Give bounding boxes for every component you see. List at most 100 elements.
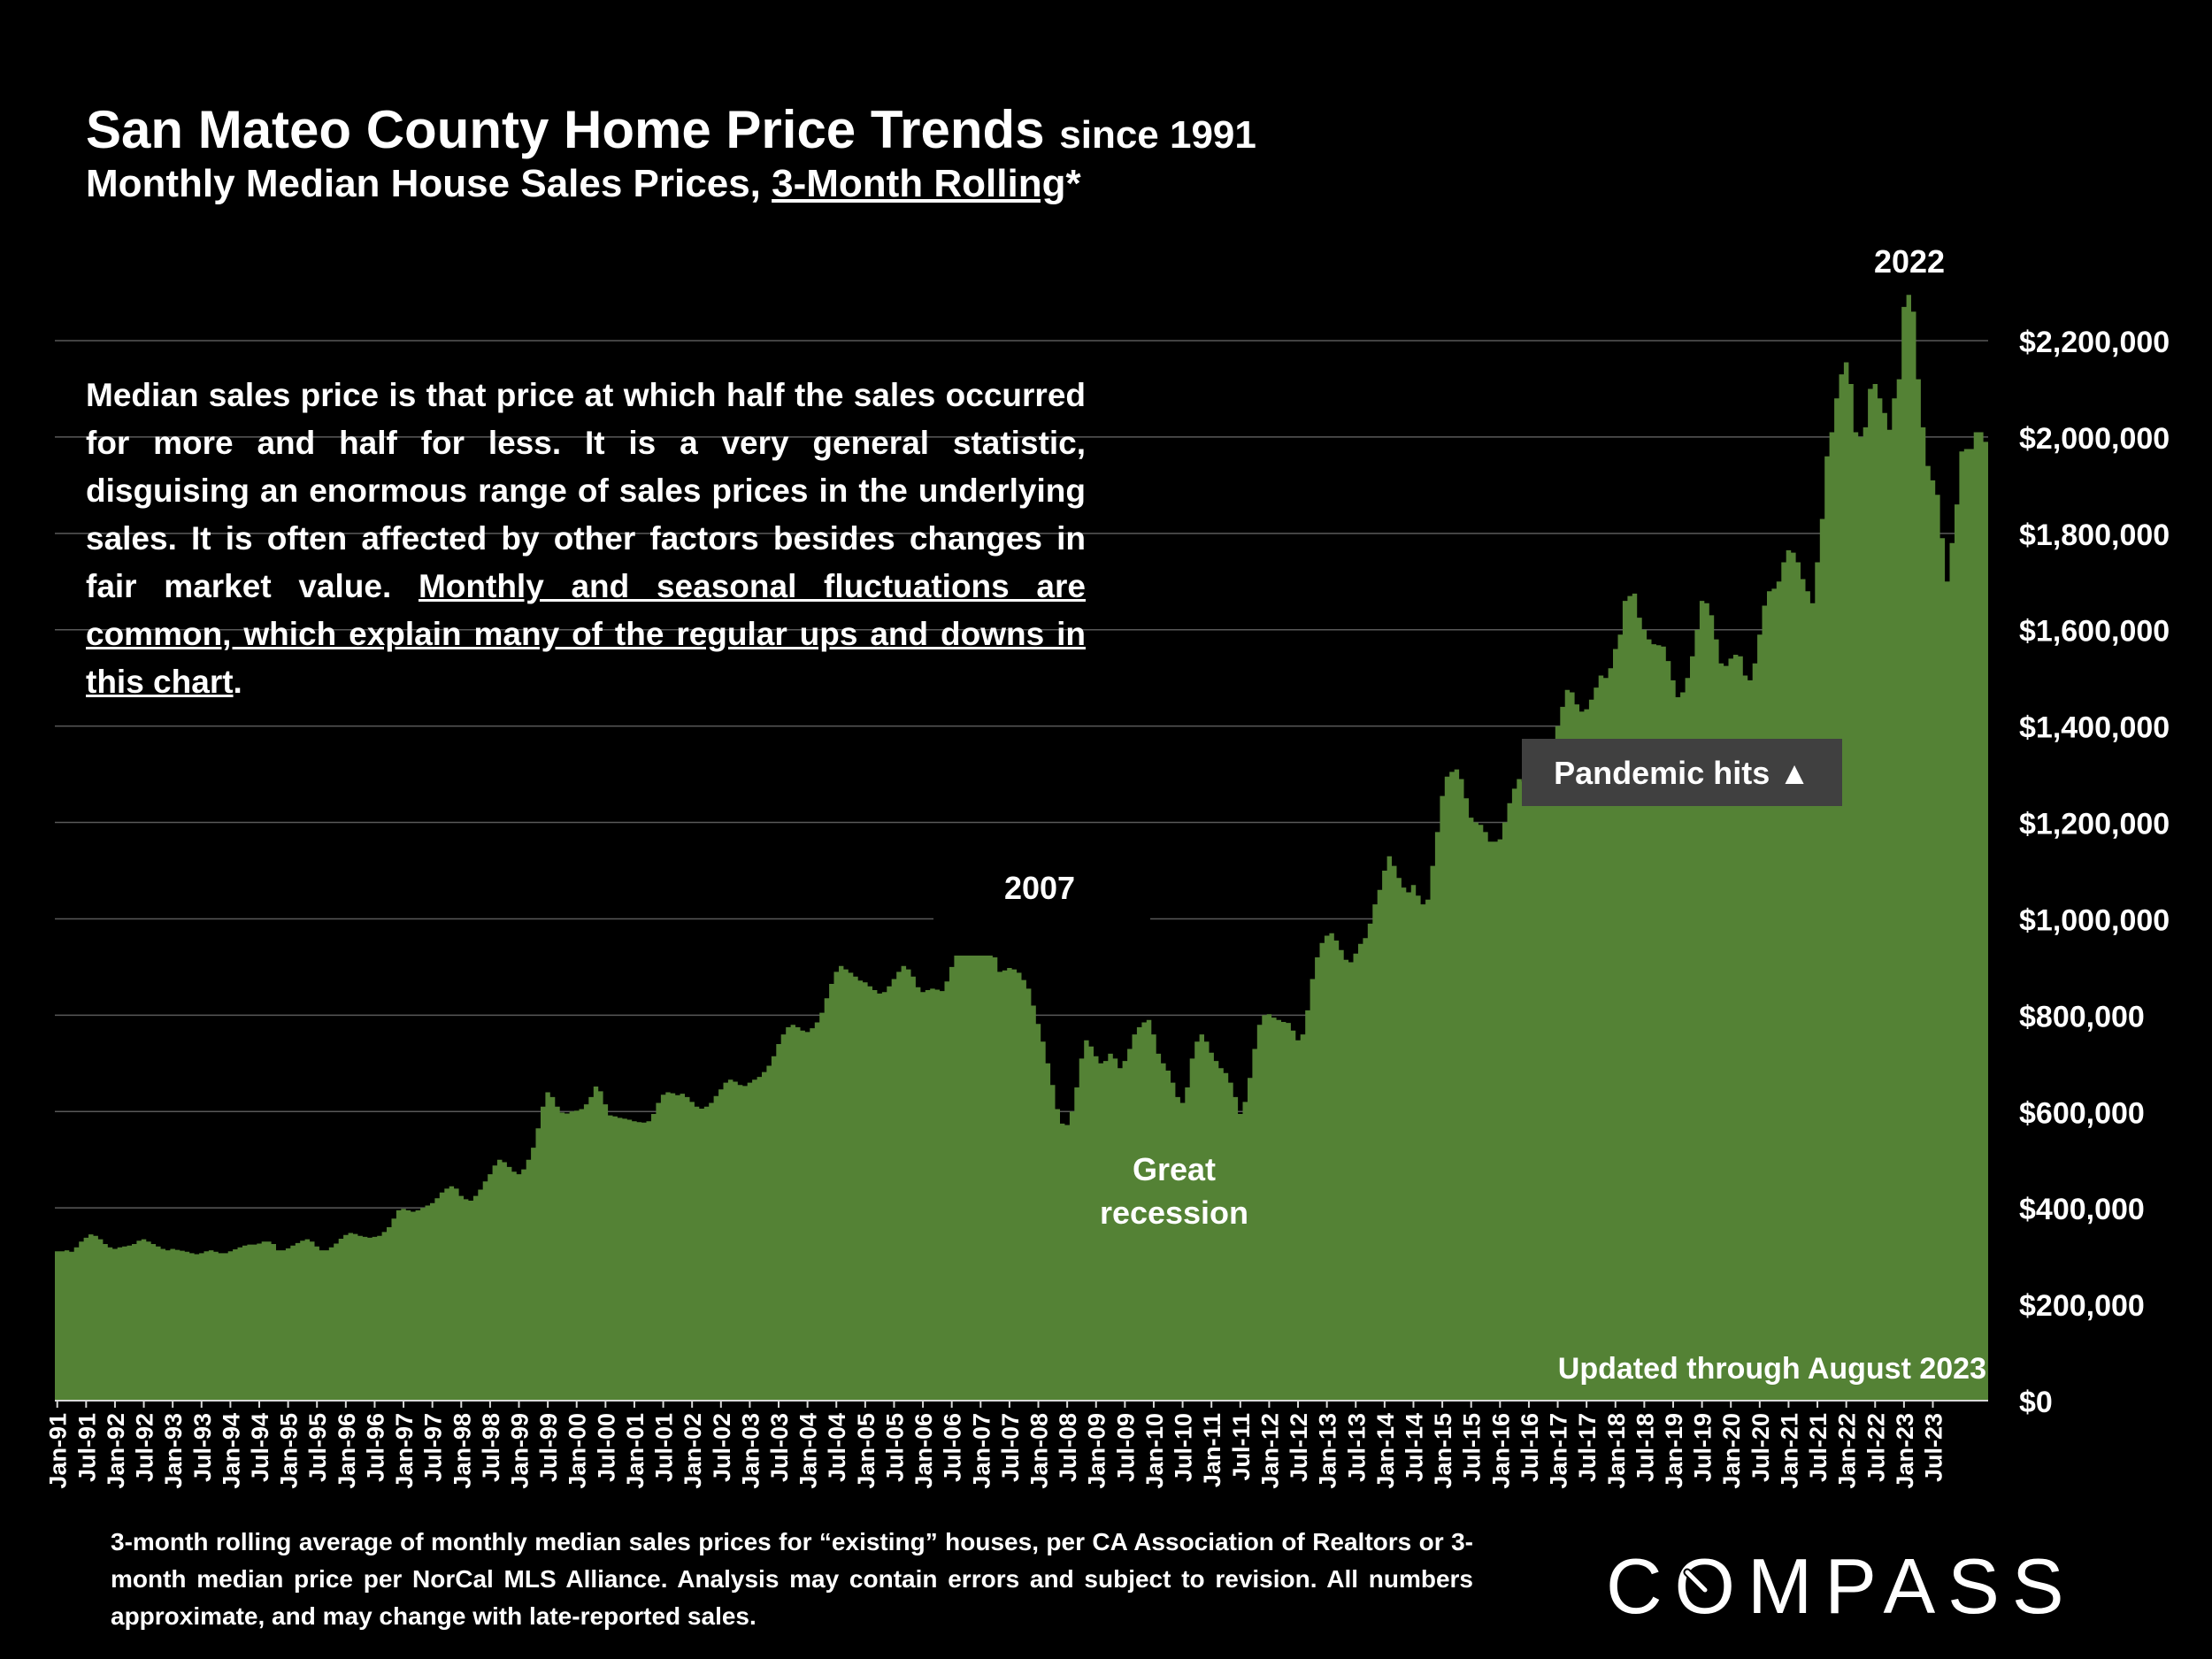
x-tick-label: Jan-08 bbox=[1026, 1413, 1053, 1489]
x-tick-label: Jan-01 bbox=[622, 1413, 649, 1489]
price-area bbox=[55, 295, 1988, 1401]
y-tick-label: $400,000 bbox=[2019, 1193, 2145, 1226]
y-tick-label: $0 bbox=[2019, 1386, 2053, 1419]
x-tick-label: Jul-97 bbox=[420, 1413, 447, 1482]
x-tick-label: Jan-04 bbox=[795, 1413, 822, 1489]
x-tick-label: Jan-13 bbox=[1315, 1413, 1341, 1489]
x-tick-label: Jan-05 bbox=[853, 1413, 879, 1489]
x-tick-label: Jul-96 bbox=[362, 1413, 388, 1482]
median-note: Median sales price is that price at whic… bbox=[86, 372, 1086, 706]
x-tick-label: Jan-14 bbox=[1372, 1413, 1399, 1489]
x-tick-label: Jan-18 bbox=[1603, 1413, 1630, 1489]
x-tick-label: Jan-19 bbox=[1661, 1413, 1687, 1489]
x-tick-label: Jan-96 bbox=[334, 1413, 360, 1489]
annotation-2007: 2007 bbox=[1004, 870, 1075, 906]
y-tick-label: $1,800,000 bbox=[2019, 518, 2170, 552]
note-end: . bbox=[233, 664, 242, 700]
y-tick-label: $2,000,000 bbox=[2019, 422, 2170, 456]
compass-needle-icon bbox=[1683, 1568, 1709, 1594]
axes bbox=[55, 1400, 1988, 1408]
x-tick-label: Jan-10 bbox=[1141, 1413, 1168, 1489]
x-tick-label: Jul-93 bbox=[189, 1413, 216, 1482]
x-tick-label: Jan-91 bbox=[45, 1413, 72, 1489]
x-tick-label: Jul-23 bbox=[1921, 1413, 1947, 1482]
x-tick-label: Jan-00 bbox=[565, 1413, 591, 1489]
x-tick-label: Jan-97 bbox=[391, 1413, 418, 1489]
x-tick-label: Jul-08 bbox=[1055, 1413, 1081, 1482]
y-tick-label: $1,200,000 bbox=[2019, 808, 2170, 841]
compass-logo: COMPASS bbox=[1606, 1544, 2077, 1624]
x-tick-labels: Jan-91 Jul-91 Jan-92 Jul-92 Jan-93 Jul-93 Jan-… bbox=[45, 1413, 1947, 1489]
x-tick-label: Jul-11 bbox=[1228, 1413, 1255, 1481]
annotations: 2022 2007 Great recession Pandemic hits ▲ Upd… bbox=[933, 243, 1986, 1386]
x-tick-label: Jan-17 bbox=[1546, 1413, 1572, 1489]
x-tick-label: Jul-16 bbox=[1517, 1413, 1543, 1482]
x-tick-label: Jul-10 bbox=[1171, 1413, 1197, 1482]
x-tick-label: Jul-17 bbox=[1574, 1413, 1601, 1482]
area-series bbox=[55, 295, 1988, 1401]
x-tick-label: Jul-03 bbox=[766, 1413, 793, 1482]
x-tick-label: Jan-16 bbox=[1487, 1413, 1514, 1489]
x-tick-label: Jul-09 bbox=[1112, 1413, 1139, 1482]
x-tick-label: Jul-00 bbox=[593, 1413, 619, 1482]
chart-title: San Mateo County Home Price Trends since… bbox=[86, 99, 1256, 160]
compass-logo-text: COMPASS bbox=[1606, 1544, 2077, 1624]
annotation-recession: recession bbox=[1100, 1194, 1248, 1231]
annotation-2007-backdrop bbox=[933, 902, 1150, 956]
footnote: 3-month rolling average of monthly media… bbox=[111, 1528, 1473, 1630]
x-tick-label: Jul-02 bbox=[709, 1413, 735, 1482]
x-tick-label: Jul-04 bbox=[824, 1413, 850, 1482]
x-tick-label: Jan-94 bbox=[218, 1413, 244, 1489]
annotation-great: Great bbox=[1133, 1151, 1216, 1187]
x-tick-label: Jan-93 bbox=[160, 1413, 187, 1489]
x-tick-label: Jul-95 bbox=[304, 1413, 331, 1482]
x-tick-label: Jan-92 bbox=[103, 1413, 129, 1489]
subtitle-suffix: * bbox=[1065, 162, 1081, 205]
x-tick-label: Jan-15 bbox=[1430, 1413, 1456, 1489]
annotation-2022: 2022 bbox=[1874, 243, 1945, 280]
note-underlined: Monthly and seasonal fluctuations are co… bbox=[86, 568, 1086, 700]
x-tick-label: Jul-12 bbox=[1286, 1413, 1312, 1482]
y-tick-label: $1,000,000 bbox=[2019, 903, 2170, 937]
x-tick-label: Jul-20 bbox=[1747, 1413, 1774, 1482]
x-tick-label: Jul-14 bbox=[1402, 1413, 1428, 1482]
x-tick-label: Jul-06 bbox=[940, 1413, 966, 1482]
x-tick-label: Jan-98 bbox=[449, 1413, 475, 1489]
x-tick-label: Jan-12 bbox=[1256, 1413, 1283, 1489]
x-tick-label: Jul-21 bbox=[1805, 1413, 1832, 1482]
pandemic-callout-box bbox=[1522, 739, 1842, 806]
x-tick-label: Jul-19 bbox=[1690, 1413, 1717, 1482]
x-tick-label: Jan-21 bbox=[1776, 1413, 1802, 1489]
x-tick-label: Jan-11 bbox=[1199, 1413, 1225, 1487]
x-tick-label: Jan-03 bbox=[737, 1413, 764, 1489]
y-tick-label: $800,000 bbox=[2019, 1000, 2145, 1033]
x-tick-label: Jul-18 bbox=[1632, 1413, 1658, 1482]
y-tick-label: $600,000 bbox=[2019, 1096, 2145, 1130]
x-tick-label: Jan-22 bbox=[1834, 1413, 1861, 1489]
x-tick-label: Jan-02 bbox=[680, 1413, 706, 1489]
note-plain: Median sales price is that price at whic… bbox=[86, 377, 1086, 604]
chart-subtitle: Monthly Median House Sales Prices, 3-Mon… bbox=[86, 162, 1081, 206]
x-tick-label: Jan-20 bbox=[1718, 1413, 1745, 1489]
y-tick-label: $1,600,000 bbox=[2019, 615, 2170, 649]
y-tick-label: $200,000 bbox=[2019, 1289, 2145, 1323]
x-tick-label: Jan-07 bbox=[968, 1413, 995, 1489]
x-tick-label: Jul-92 bbox=[132, 1413, 158, 1482]
title-suffix: since 1991 bbox=[1059, 113, 1256, 157]
x-tick-label: Jul-01 bbox=[651, 1413, 678, 1482]
x-tick-label: Jul-15 bbox=[1459, 1413, 1486, 1482]
x-tick-label: Jul-91 bbox=[73, 1413, 100, 1482]
x-tick-label: Jan-23 bbox=[1892, 1413, 1918, 1489]
y-tick-label: $1,400,000 bbox=[2019, 711, 2170, 745]
x-tick-label: Jan-06 bbox=[910, 1413, 937, 1489]
x-tick-label: Jul-22 bbox=[1863, 1413, 1889, 1482]
x-tick-label: Jul-13 bbox=[1343, 1413, 1370, 1482]
x-tick-label: Jul-98 bbox=[478, 1413, 504, 1482]
x-tick-label: Jul-07 bbox=[997, 1413, 1024, 1482]
annotation-pandemic: Pandemic hits ▲ bbox=[1554, 755, 1810, 791]
subtitle-prefix: Monthly Median House Sales Prices, bbox=[86, 162, 772, 205]
x-tick-label: Jul-99 bbox=[535, 1413, 562, 1482]
annotation-updated: Updated through August 2023 bbox=[1558, 1352, 1986, 1386]
x-tick-label: Jan-95 bbox=[276, 1413, 303, 1489]
